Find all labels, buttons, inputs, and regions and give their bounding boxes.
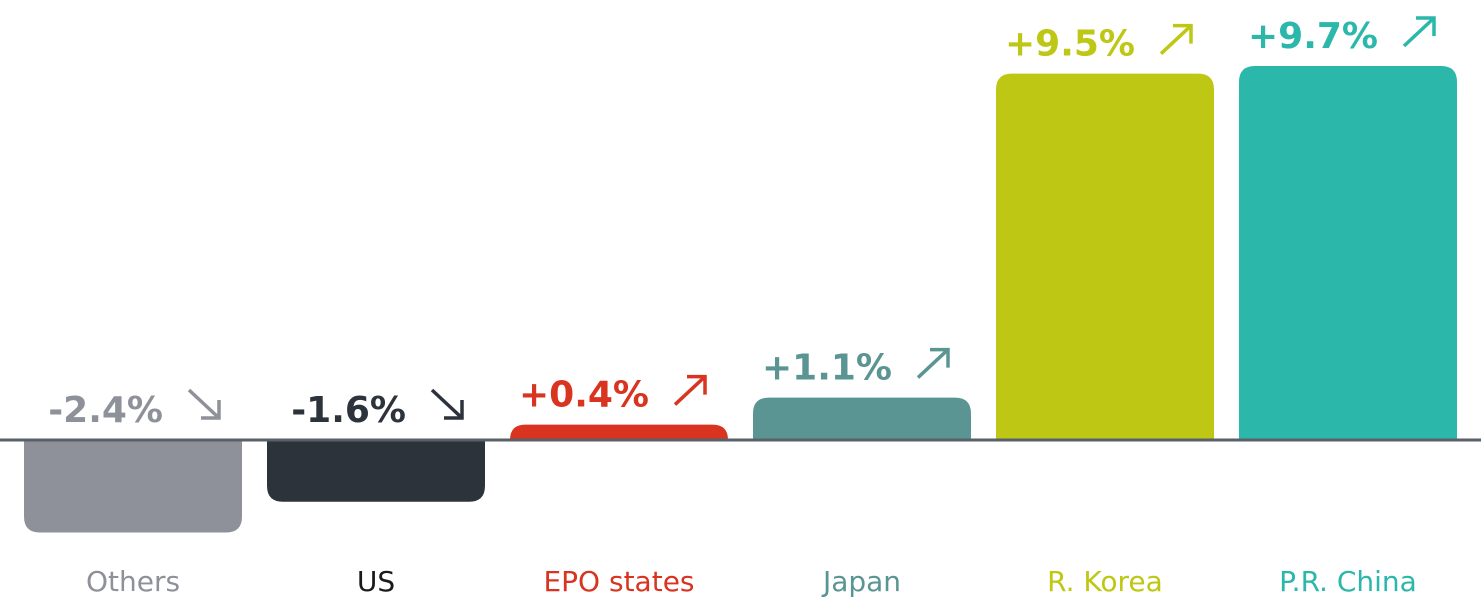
value-label: +9.5% — [1005, 24, 1135, 65]
category-label: R. Korea — [1047, 565, 1163, 598]
value-label: +1.1% — [762, 348, 892, 389]
value-label: -1.6% — [291, 390, 406, 431]
value-label: +0.4% — [519, 375, 649, 416]
trend-arrow-head — [930, 347, 950, 368]
trend-arrow — [1402, 16, 1436, 48]
category-label: P.R. China — [1279, 565, 1417, 598]
trend-arrow-head — [201, 400, 221, 420]
category-label: US — [357, 565, 395, 598]
trend-arrow — [916, 348, 950, 379]
trend-arrow — [187, 388, 221, 420]
bar — [996, 73, 1214, 441]
trend-arrow-head — [444, 400, 464, 420]
trend-arrow-head — [1173, 23, 1193, 44]
category-label: Others — [86, 565, 180, 598]
category-label: EPO states — [543, 565, 694, 598]
trend-arrow — [673, 375, 707, 406]
bar — [267, 440, 485, 502]
bar — [510, 424, 728, 440]
trend-arrow-head — [687, 374, 707, 395]
value-label: +9.7% — [1248, 16, 1378, 57]
trend-arrow-head — [1416, 16, 1436, 36]
trend-arrow — [1159, 24, 1193, 55]
category-label: Japan — [821, 565, 901, 598]
bar — [753, 397, 971, 440]
trend-arrow — [430, 388, 464, 420]
bar — [1239, 65, 1457, 440]
value-label: -2.4% — [48, 390, 163, 431]
bar — [24, 440, 242, 533]
